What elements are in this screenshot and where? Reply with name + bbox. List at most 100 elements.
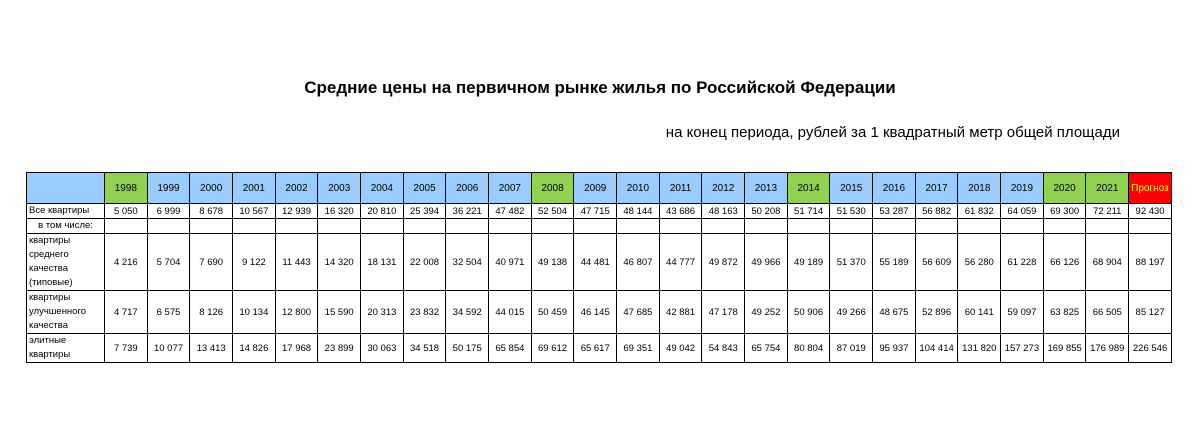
table-cell: 34 518 xyxy=(402,333,447,363)
table-cell: 66 126 xyxy=(1042,233,1087,291)
table-cell xyxy=(445,218,490,234)
table-cell: 10 134 xyxy=(232,290,276,334)
table-cell: 50 459 xyxy=(530,290,575,334)
year-header-cell: 2016 xyxy=(872,172,916,204)
table-row: квартиры улучшенного качества 4 717 6 575 8… xyxy=(26,290,1172,334)
table-cell: 59 097 xyxy=(1000,290,1044,334)
table-cell: 4 717 xyxy=(104,290,148,334)
row-label: в том числе: xyxy=(26,218,105,234)
table-cell: 64 059 xyxy=(1000,203,1044,219)
table-cell: 5 050 xyxy=(104,203,148,219)
price-table: 1998 1999 2000 2001 2002 2003 2004 2005 2006 2007… xyxy=(26,172,1172,363)
table-cell: 85 127 xyxy=(1128,290,1172,334)
table-cell: 87 019 xyxy=(829,333,874,363)
table-cell xyxy=(573,218,618,234)
row-label: квартиры улучшенного качества xyxy=(26,290,105,334)
table-cell: 48 144 xyxy=(616,203,660,219)
table-row: квартиры среднего качества (типовые) 4 21… xyxy=(26,233,1172,291)
year-header-cell: 2013 xyxy=(744,172,788,204)
table-cell: 5 704 xyxy=(146,233,191,291)
table-cell: 42 881 xyxy=(658,290,703,334)
year-header-cell: 2020 xyxy=(1042,172,1087,204)
table-cell: 48 163 xyxy=(701,203,746,219)
table-cell: 16 320 xyxy=(317,203,362,219)
table-cell xyxy=(1000,218,1044,234)
table-cell: 49 966 xyxy=(744,233,788,291)
table-cell: 47 715 xyxy=(573,203,618,219)
table-cell: 61 228 xyxy=(1000,233,1044,291)
year-header-cell: 1998 xyxy=(104,172,148,204)
table-cell: 43 686 xyxy=(658,203,703,219)
table-cell: 32 504 xyxy=(445,233,490,291)
table-cell: 46 807 xyxy=(616,233,660,291)
year-header-cell: 2012 xyxy=(701,172,746,204)
table-cell: 69 351 xyxy=(616,333,660,363)
table-cell: 104 414 xyxy=(914,333,959,363)
table-cell: 4 216 xyxy=(104,233,148,291)
table-cell xyxy=(104,218,148,234)
year-header-cell: 2002 xyxy=(274,172,319,204)
table-cell: 15 590 xyxy=(317,290,362,334)
table-cell xyxy=(616,218,660,234)
table-cell: 50 175 xyxy=(445,333,490,363)
table-cell: 68 904 xyxy=(1085,233,1130,291)
table-cell: 56 280 xyxy=(957,233,1002,291)
table-cell: 54 843 xyxy=(701,333,746,363)
table-cell: 56 609 xyxy=(914,233,959,291)
page-title: Средние цены на первичном рынке жилья по… xyxy=(304,78,896,97)
year-header-cell: 2018 xyxy=(957,172,1002,204)
table-cell xyxy=(360,218,404,234)
table-cell: 23 899 xyxy=(317,333,362,363)
table-cell: 6 999 xyxy=(146,203,191,219)
table-cell: 53 287 xyxy=(872,203,916,219)
table-cell: 7 739 xyxy=(104,333,148,363)
year-header-cell: 2010 xyxy=(616,172,660,204)
year-header-cell: 2005 xyxy=(402,172,447,204)
table-cell: 47 685 xyxy=(616,290,660,334)
year-header-cell: 2006 xyxy=(445,172,490,204)
table-cell xyxy=(1085,218,1130,234)
table-cell: 34 592 xyxy=(445,290,490,334)
table-cell: 49 872 xyxy=(701,233,746,291)
year-header-cell: Прогноз 2022 xyxy=(1128,172,1172,204)
row-label: элитные квартиры xyxy=(26,333,105,363)
table-cell: 22 008 xyxy=(402,233,447,291)
table-cell: 23 832 xyxy=(402,290,447,334)
table-cell: 10 077 xyxy=(146,333,191,363)
page-subtitle: на конец периода, рублей за 1 квадратный… xyxy=(665,124,1120,141)
table-cell: 25 394 xyxy=(402,203,447,219)
year-header-cell: 2004 xyxy=(360,172,404,204)
table-cell xyxy=(957,218,1002,234)
table-cell: 40 971 xyxy=(488,233,532,291)
table-cell: 8 126 xyxy=(189,290,234,334)
table-cell: 49 189 xyxy=(786,233,831,291)
table-row: в том числе: xyxy=(26,218,1172,234)
year-header-cell: 2009 xyxy=(573,172,618,204)
table-row: Все квартиры 5 050 6 999 8 678 10 567 12 939 1… xyxy=(26,203,1172,219)
table-cell: 10 567 xyxy=(232,203,276,219)
year-header-cell: 2015 xyxy=(829,172,874,204)
year-header-cell: 2014 xyxy=(786,172,831,204)
table-cell xyxy=(530,218,575,234)
table-cell: 20 810 xyxy=(360,203,404,219)
row-label: Все квартиры xyxy=(26,203,105,219)
year-header-cell: 2021 xyxy=(1085,172,1130,204)
year-header-cell: 2019 xyxy=(1000,172,1044,204)
table-cell: 14 826 xyxy=(232,333,276,363)
table-cell: 176 989 xyxy=(1085,333,1130,363)
table-cell: 49 042 xyxy=(658,333,703,363)
table-cell xyxy=(317,218,362,234)
table-cell: 46 145 xyxy=(573,290,618,334)
table-cell: 49 252 xyxy=(744,290,788,334)
table-cell xyxy=(872,218,916,234)
table-header-row: 1998 1999 2000 2001 2002 2003 2004 2005 2006 2007… xyxy=(26,172,1172,204)
table-cell xyxy=(786,218,831,234)
table-cell: 44 015 xyxy=(488,290,532,334)
year-header-cell: 2001 xyxy=(232,172,276,204)
year-header-cell: 2017 xyxy=(914,172,959,204)
table-cell: 65 854 xyxy=(488,333,532,363)
year-header-cell: 2008 xyxy=(530,172,575,204)
table-cell xyxy=(402,218,447,234)
table-cell: 51 530 xyxy=(829,203,874,219)
table-cell xyxy=(829,218,874,234)
